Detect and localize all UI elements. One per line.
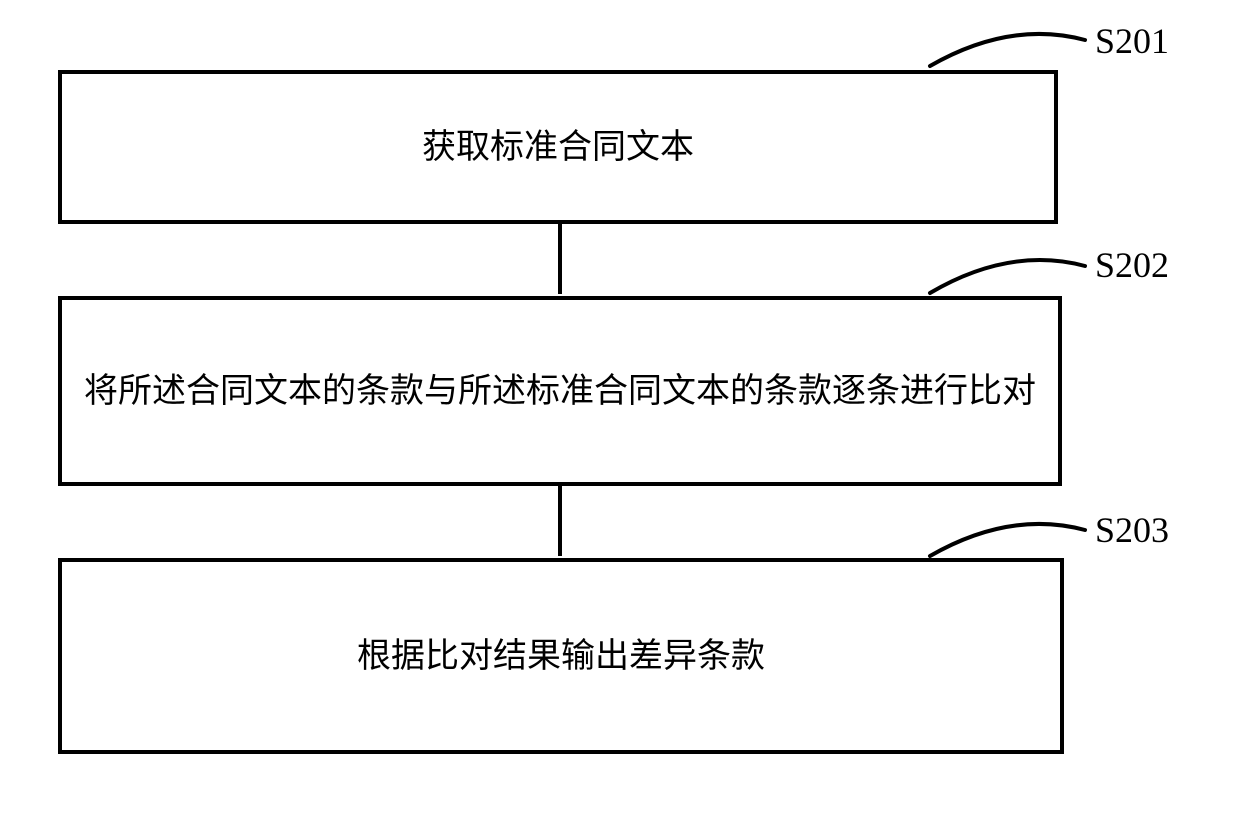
flow-step-S201: 获取标准合同文本 bbox=[58, 70, 1058, 224]
flow-step-label-S201: S201 bbox=[1095, 20, 1169, 62]
flow-step-label-S203: S203 bbox=[1095, 509, 1169, 551]
flow-step-S202: 将所述合同文本的条款与所述标准合同文本的条款逐条进行比对 bbox=[58, 296, 1062, 486]
flow-connector-2 bbox=[558, 486, 562, 556]
flow-connector-1 bbox=[558, 224, 562, 294]
flow-step-text: 获取标准合同文本 bbox=[422, 122, 694, 173]
callout-curve-S203 bbox=[924, 504, 1091, 562]
flowchart-stage: 获取标准合同文本 S201 将所述合同文本的条款与所述标准合同文本的条款逐条进行比对… bbox=[0, 0, 1240, 829]
flow-step-label-S202: S202 bbox=[1095, 244, 1169, 286]
flow-step-text: 将所述合同文本的条款与所述标准合同文本的条款逐条进行比对 bbox=[84, 366, 1036, 417]
callout-curve-S201 bbox=[924, 14, 1091, 72]
callout-curve-S202 bbox=[924, 240, 1091, 299]
flow-step-text: 根据比对结果输出差异条款 bbox=[357, 631, 765, 682]
flow-step-S203: 根据比对结果输出差异条款 bbox=[58, 558, 1064, 754]
